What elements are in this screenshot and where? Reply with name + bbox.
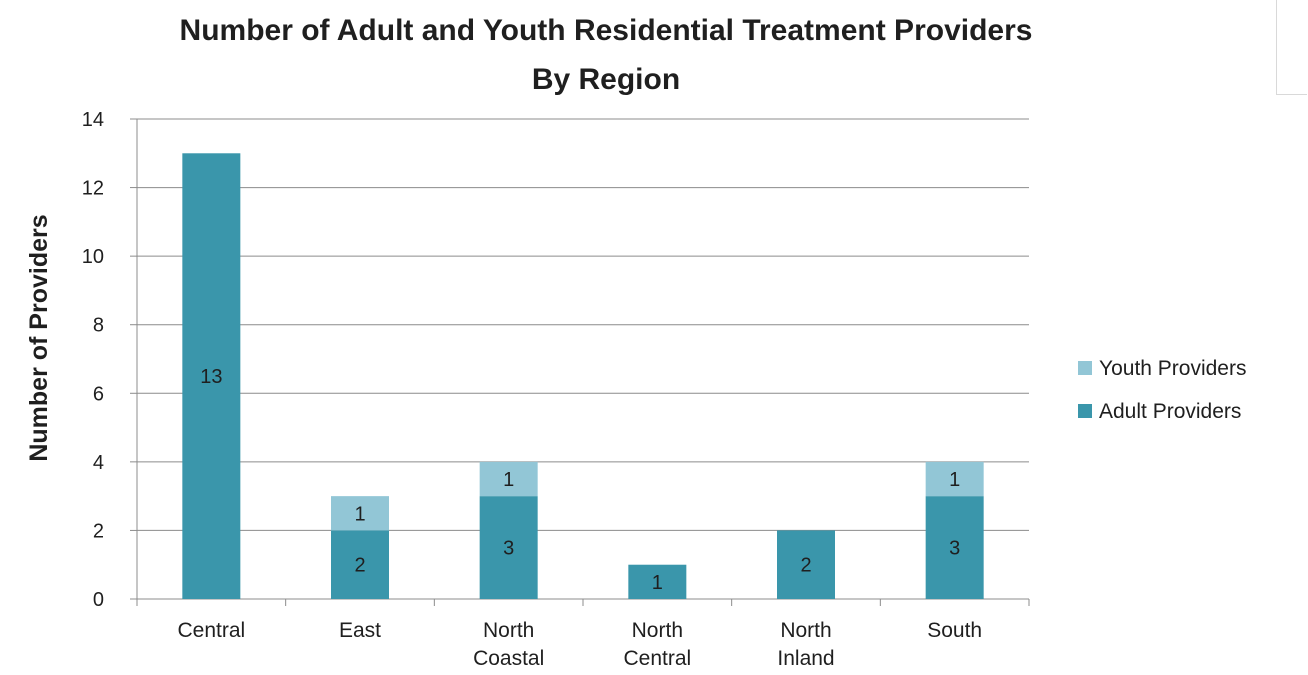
bar-adult-providers [777,530,835,599]
x-tick-label: North [780,619,831,642]
x-tick-label: North [632,619,683,642]
x-tick-label: East [339,619,381,642]
data-label: 1 [652,572,663,594]
data-labels: 13 2 3 1 2 3 1 1 1 [200,366,960,594]
data-label: 2 [800,555,811,577]
y-tick-label: 4 [93,452,104,474]
legend-swatch [1078,404,1092,418]
y-tick-label: 0 [93,589,104,611]
bar-youth-providers [479,461,538,497]
legend-label: Youth Providers [1099,357,1246,380]
x-tick-label: Central [177,619,245,642]
x-tick-label: Coastal [473,647,544,670]
gridlines [137,118,1029,531]
adjacent-panel-edge [1276,0,1307,95]
bar-adult-providers [479,496,538,599]
bars [182,153,984,600]
bar-youth-providers [925,461,984,497]
bar-adult-providers [182,153,241,600]
x-tick-label: South [927,619,982,642]
legend-label: Adult Providers [1099,400,1241,423]
data-label: 13 [200,366,222,388]
data-label: 3 [949,538,960,560]
x-tick-label: Central [623,647,691,670]
chart-subtitle: By Region [532,63,680,96]
y-axis-title: Number of Providers [25,214,53,461]
y-tick-label: 12 [82,178,104,200]
chart-title: Number of Adult and Youth Residential Tr… [180,14,1033,47]
data-label: 2 [354,555,365,577]
y-tick-label: 10 [82,246,104,268]
data-label: 3 [503,538,514,560]
bar-adult-providers [331,530,389,599]
y-tick-label: 14 [82,109,104,131]
bar-adult-providers [628,564,687,599]
y-tick-label: 8 [93,315,104,337]
x-tick-label: Inland [777,647,834,670]
bar-adult-providers [925,496,984,599]
bar-youth-providers [331,496,389,531]
data-label: 1 [503,469,514,491]
y-tick-label: 6 [93,383,104,405]
data-label: 1 [949,469,960,491]
y-tick-label: 2 [93,520,104,542]
data-label: 1 [354,503,365,525]
legend-swatch [1078,361,1092,375]
legend: Youth Providers Adult Providers [1078,357,1246,423]
x-tick-label: North [483,619,534,642]
